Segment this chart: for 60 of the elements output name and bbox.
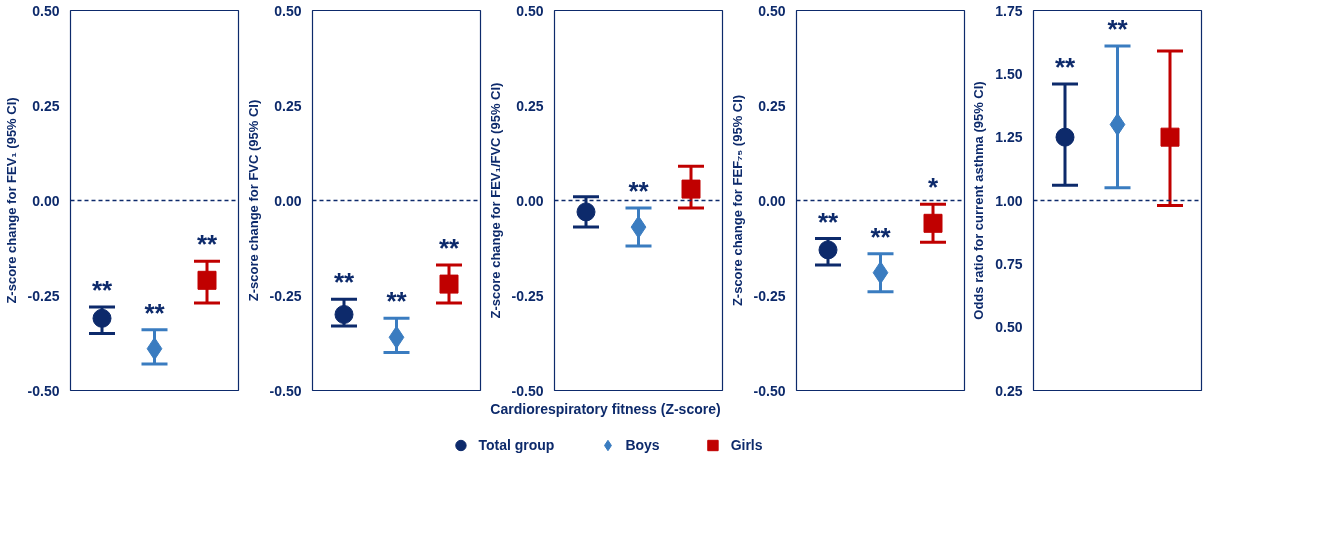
data-label: * (927, 172, 939, 203)
y-tick-label: 0.50 (758, 2, 786, 19)
y-tick-label: 0.25 (32, 97, 60, 114)
data-label: ** (628, 176, 650, 207)
point (681, 179, 701, 199)
x-axis-title: Cardiorespiratory fitness (Z-score) (490, 400, 721, 417)
y-tick-label: 0.25 (516, 97, 544, 114)
point (923, 213, 943, 233)
y-tick-label: 1.00 (995, 192, 1023, 209)
point (576, 202, 596, 222)
y-tick-label: 0.00 (274, 192, 302, 209)
y-axis-title: Odds ratio for current asthma (95% CI) (971, 81, 987, 320)
y-axis-title: Z-score change for FEF₇₅ (95% CI) (729, 94, 745, 307)
point (439, 274, 459, 294)
legend-label: Total group (478, 437, 555, 453)
data-label: ** (144, 297, 166, 328)
data-label: ** (817, 206, 839, 237)
y-tick-label: -0.25 (27, 287, 60, 304)
point (872, 261, 889, 285)
y-tick-label: 0.50 (995, 319, 1023, 336)
y-tick-label: 1.25 (995, 129, 1023, 146)
data-label: ** (91, 274, 113, 305)
y-axis-title: Z-score change for FEV₁ (95% CI) (3, 97, 19, 304)
point (92, 308, 112, 328)
y-tick-label: 0.50 (32, 2, 60, 19)
y-tick-label: 0.25 (274, 97, 302, 114)
y-tick-label: -0.25 (753, 287, 786, 304)
y-tick-label: 0.75 (995, 255, 1023, 272)
y-tick-label: 1.50 (995, 65, 1023, 82)
y-tick-label: 0.00 (32, 192, 60, 209)
y-tick-label: -0.25 (269, 287, 302, 304)
y-axis-title: Z-score change for FVC (95% CI) (245, 99, 261, 302)
y-axis-title: Z-score change for FEV₁/FVC (95% CI) (487, 82, 503, 319)
y-tick-label: -0.25 (511, 287, 544, 304)
point (197, 270, 217, 290)
y-tick-label: -0.50 (27, 382, 60, 399)
point (630, 215, 647, 239)
data-label: ** (438, 233, 460, 264)
y-tick-label: 1.75 (995, 2, 1023, 19)
y-tick-label: 0.00 (516, 192, 544, 209)
data-label: ** (333, 267, 355, 298)
data-label: ** (1054, 51, 1076, 82)
point (334, 305, 354, 324)
y-tick-label: 0.50 (516, 2, 544, 19)
point (388, 325, 405, 349)
y-tick-label: 0.00 (758, 192, 786, 209)
data-label: ** (196, 229, 218, 260)
y-tick-label: -0.50 (511, 382, 544, 399)
data-label: ** (386, 286, 408, 317)
y-tick-label: 0.50 (274, 2, 302, 19)
y-tick-label: -0.50 (269, 382, 302, 399)
legend-label: Girls (730, 437, 763, 453)
legend-label: Boys (625, 437, 660, 453)
y-tick-label: 0.25 (758, 97, 786, 114)
point (146, 337, 163, 361)
y-tick-label: -0.50 (753, 382, 786, 399)
y-tick-label: 0.25 (995, 382, 1023, 399)
data-label: ** (1107, 13, 1129, 44)
data-label: ** (870, 221, 892, 252)
point (818, 240, 838, 260)
